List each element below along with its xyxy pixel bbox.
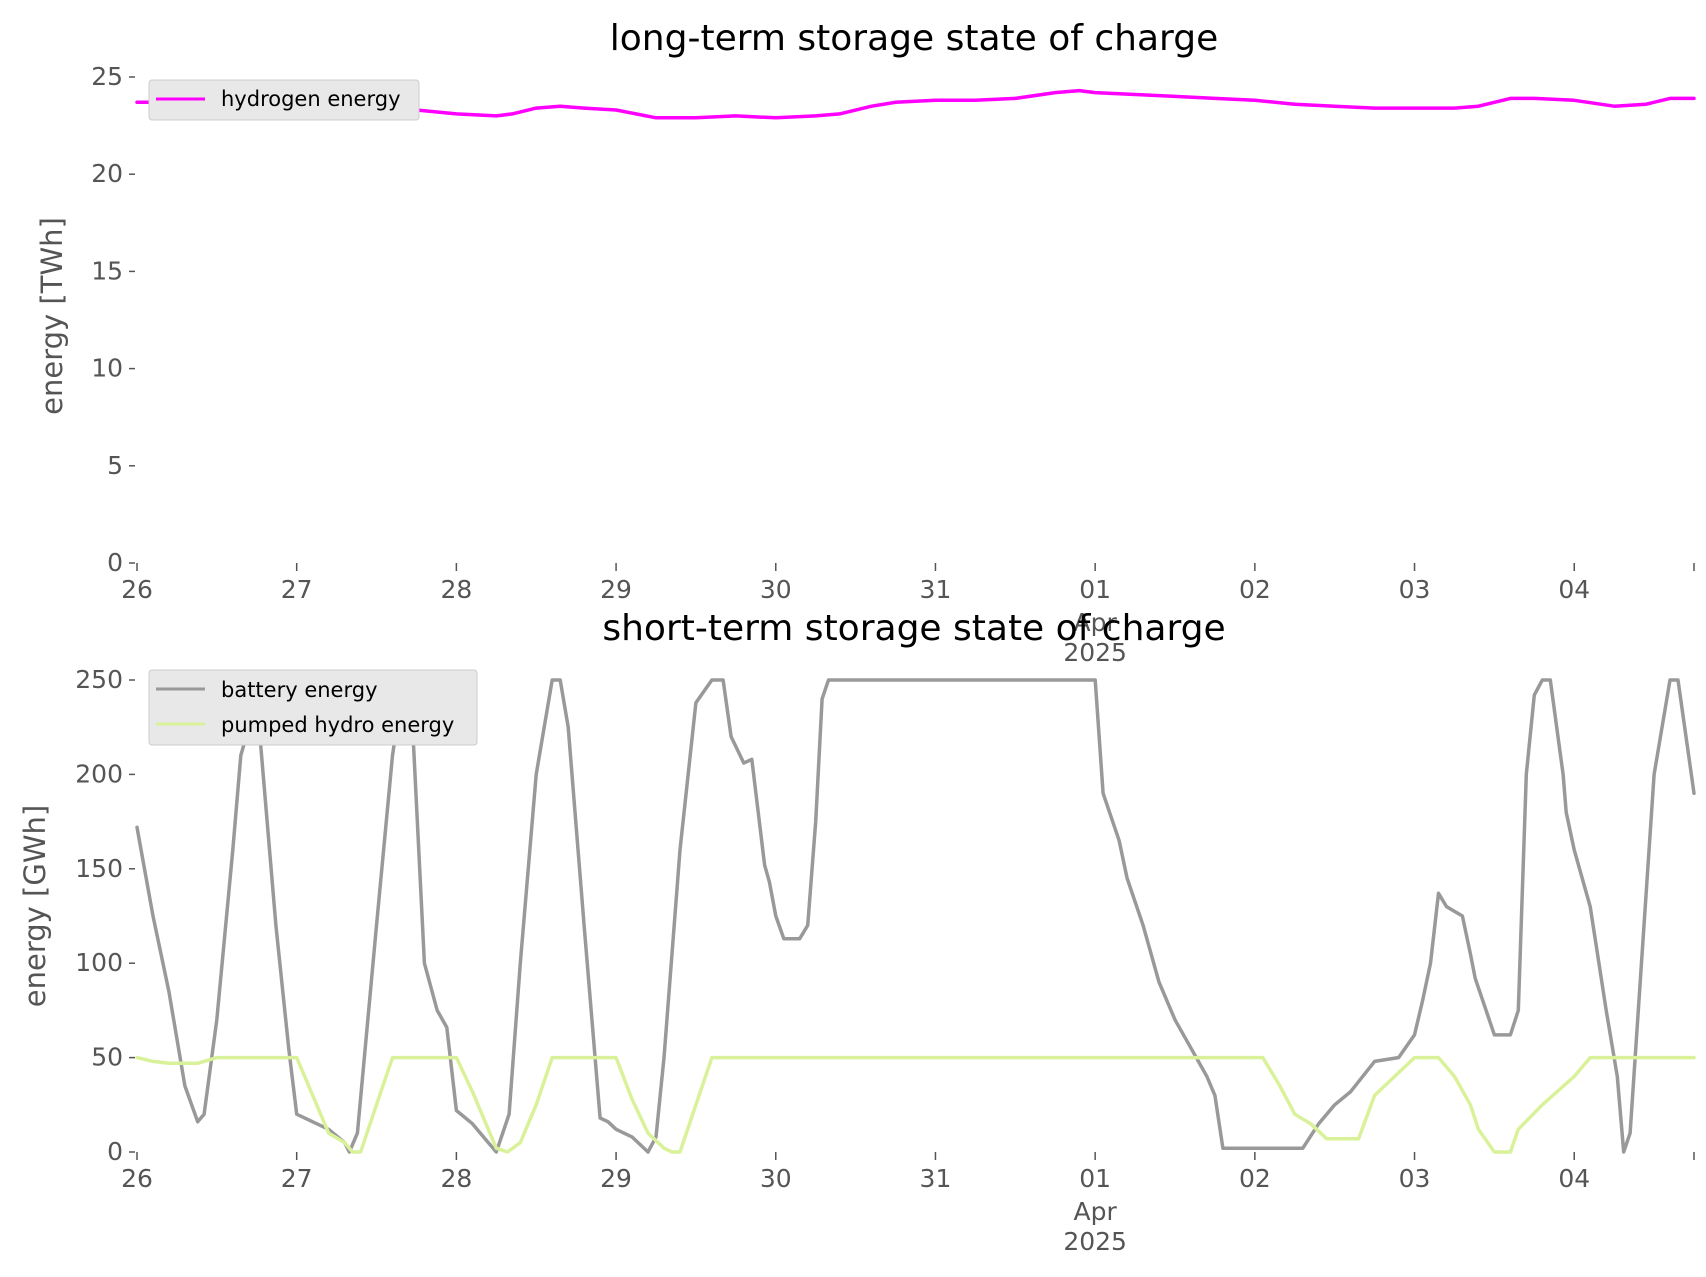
y-tick-label: 5 [107, 451, 123, 480]
y-tick-label: 50 [91, 1043, 123, 1072]
x-tick-label: 26 [121, 575, 153, 604]
y-tick-label: 10 [91, 354, 123, 383]
x-tick-month-label: Apr [1074, 608, 1118, 637]
y-axis-ticks: 0 50 100 150 200 250 [75, 665, 135, 1166]
chart-title: short-term storage state of charge [602, 608, 1225, 649]
y-tick-label: 250 [75, 665, 123, 694]
legend-box [148, 79, 420, 121]
x-tick-year-label: 2025 [1063, 638, 1127, 667]
series-lines [135, 678, 1696, 1154]
legend-label: hydrogen energy [221, 87, 401, 111]
x-tick-month-label: Apr [1074, 1197, 1118, 1226]
x-tick-label: 29 [600, 575, 632, 604]
chart-title: long-term storage state of charge [610, 18, 1218, 59]
x-tick-label: 01 [1079, 575, 1111, 604]
y-tick-label: 100 [75, 948, 123, 977]
y-tick-label: 20 [91, 159, 123, 188]
x-tick-label: 02 [1239, 1164, 1271, 1193]
x-tick-label: 04 [1558, 1164, 1590, 1193]
y-tick-label: 0 [107, 548, 123, 577]
x-tick-label: 26 [121, 1164, 153, 1193]
legend-label: pumped hydro energy [221, 713, 454, 737]
x-tick-label: 01 [1079, 1164, 1111, 1193]
y-tick-label: 25 [91, 62, 123, 91]
x-tick-label: 31 [920, 1164, 952, 1193]
y-tick-label: 0 [107, 1137, 123, 1166]
series-line [135, 678, 1696, 1154]
legend: hydrogen energy [148, 79, 420, 121]
x-tick-label: 02 [1239, 575, 1271, 604]
legend-box [148, 669, 478, 746]
x-tick-year-label: 2025 [1063, 1227, 1127, 1256]
x-tick-label: 04 [1558, 575, 1590, 604]
legend: battery energy pumped hydro energy [148, 669, 478, 746]
x-tick-label: 29 [600, 1164, 632, 1193]
series-line [135, 1055, 1696, 1154]
y-tick-label: 150 [75, 854, 123, 883]
long-term-storage-chart: long-term storage state of charge energy… [35, 18, 1696, 667]
short-term-storage-chart: short-term storage state of charge energ… [18, 608, 1696, 1256]
y-tick-label: 200 [75, 759, 123, 788]
x-tick-label: 30 [760, 575, 792, 604]
y-tick-label: 15 [91, 256, 123, 285]
x-tick-label: 03 [1399, 1164, 1431, 1193]
y-axis-ticks: 0 5 10 15 20 25 [91, 62, 135, 577]
x-tick-label: 28 [440, 575, 472, 604]
y-axis-label: energy [GWh] [18, 805, 52, 1007]
legend-label: battery energy [221, 678, 378, 702]
x-tick-label: 28 [440, 1164, 472, 1193]
x-tick-label: 27 [281, 575, 313, 604]
x-tick-label: 03 [1399, 575, 1431, 604]
x-tick-label: 31 [920, 575, 952, 604]
x-tick-label: 27 [281, 1164, 313, 1193]
y-axis-label: energy [TWh] [35, 217, 69, 415]
x-tick-label: 30 [760, 1164, 792, 1193]
